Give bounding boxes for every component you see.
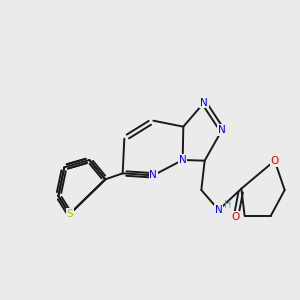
Text: H: H <box>224 200 231 210</box>
Text: S: S <box>66 209 73 219</box>
Text: N: N <box>215 205 223 215</box>
Text: N: N <box>200 98 208 108</box>
Text: N: N <box>218 125 226 135</box>
Text: N: N <box>149 170 157 180</box>
Text: O: O <box>232 212 240 222</box>
Text: N: N <box>179 155 187 165</box>
Text: O: O <box>271 156 279 166</box>
